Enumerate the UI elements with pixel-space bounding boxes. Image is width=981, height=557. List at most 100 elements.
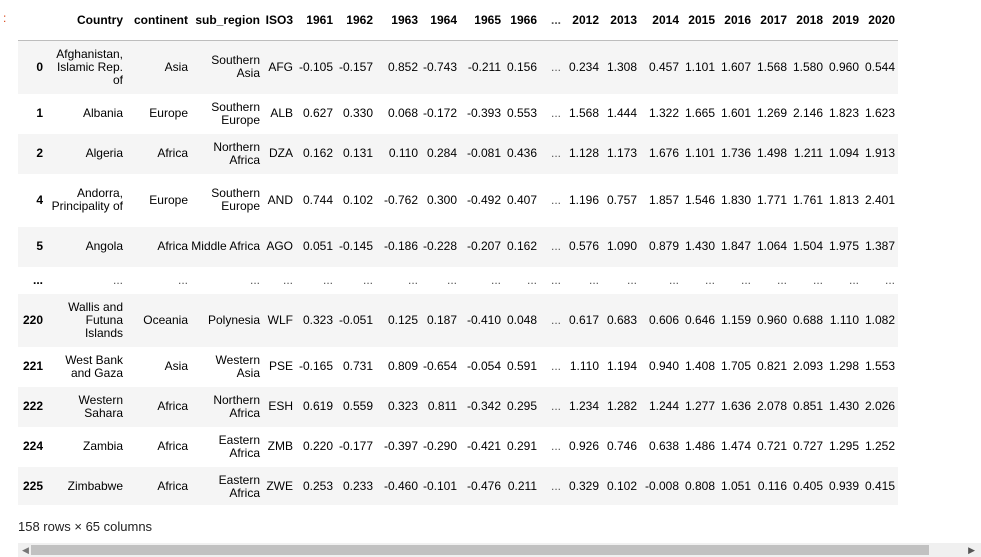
table-cell: -0.051 xyxy=(336,294,376,347)
table-cell: 0.638 xyxy=(640,427,682,467)
table-cell: ... xyxy=(460,267,504,294)
column-header: 2015 xyxy=(682,0,718,41)
table-cell: 1.282 xyxy=(602,387,640,427)
table-cell: Northern Africa xyxy=(191,134,263,174)
table-cell: 1.813 xyxy=(826,174,862,227)
table-cell: 1.211 xyxy=(790,134,826,174)
table-cell: 1.847 xyxy=(718,227,754,267)
table-cell: 1.761 xyxy=(790,174,826,227)
horizontal-scrollbar[interactable]: ◀ ▶ xyxy=(18,543,981,557)
table-cell: ESH xyxy=(263,387,296,427)
table-cell: 0.233 xyxy=(336,467,376,506)
row-index: 1 xyxy=(18,94,46,134)
table-cell: 0.746 xyxy=(602,427,640,467)
table-cell: 1.101 xyxy=(682,41,718,94)
table-row: 225 Zimbabwe Africa Eastern Africa ZWE 0.253 0… xyxy=(18,467,898,506)
table-cell: 0.851 xyxy=(790,387,826,427)
table-cell: 1.194 xyxy=(602,347,640,387)
table-cell: Algeria xyxy=(46,134,126,174)
table-cell: ZMB xyxy=(263,427,296,467)
table-cell: Eastern Africa xyxy=(191,467,263,506)
table-cell: PSE xyxy=(263,347,296,387)
table-cell: AGO xyxy=(263,227,296,267)
table-cell: -0.008 xyxy=(640,467,682,506)
scroll-left-icon[interactable]: ◀ xyxy=(22,545,29,556)
header-row: Country continent sub_region ISO3 1961 1962 19… xyxy=(18,0,898,41)
row-index: 222 xyxy=(18,387,46,427)
table-cell: 0.544 xyxy=(862,41,898,94)
table-cell: 0.808 xyxy=(682,467,718,506)
table-cell: 0.559 xyxy=(336,387,376,427)
table-cell: -0.476 xyxy=(460,467,504,506)
table-cell: 0.744 xyxy=(296,174,336,227)
table-cell: 0.156 xyxy=(504,41,540,94)
table-cell: ... xyxy=(540,267,564,294)
table-cell: 1.277 xyxy=(682,387,718,427)
table-cell: ... xyxy=(126,267,191,294)
table-row: ........................................… xyxy=(18,267,898,294)
table-row: 4 Andorra, Principality of Europe Southern … xyxy=(18,174,898,227)
table-cell: 1.298 xyxy=(826,347,862,387)
table-cell: -0.172 xyxy=(421,94,460,134)
table-cell: -0.177 xyxy=(336,427,376,467)
table-cell: 0.051 xyxy=(296,227,336,267)
table-cell: Northern Africa xyxy=(191,387,263,427)
column-header: 2017 xyxy=(754,0,790,41)
row-index: 221 xyxy=(18,347,46,387)
table-cell: ... xyxy=(640,267,682,294)
table-cell: 1.051 xyxy=(718,467,754,506)
column-header: 1965 xyxy=(460,0,504,41)
column-header: 2018 xyxy=(790,0,826,41)
table-cell: Southern Europe xyxy=(191,94,263,134)
table-cell: Oceania xyxy=(126,294,191,347)
table-cell: -0.228 xyxy=(421,227,460,267)
table-cell: 1.665 xyxy=(682,94,718,134)
table-row: 222 Western Sahara Africa Northern Africa ES… xyxy=(18,387,898,427)
table-cell: -0.654 xyxy=(421,347,460,387)
table-cell: 1.498 xyxy=(754,134,790,174)
table-cell: 0.407 xyxy=(504,174,540,227)
table-cell: Southern Europe xyxy=(191,174,263,227)
column-header: Country xyxy=(46,0,126,41)
table-cell: ... xyxy=(540,41,564,94)
table-cell: 1.322 xyxy=(640,94,682,134)
row-index: 225 xyxy=(18,467,46,506)
column-header: sub_region xyxy=(191,0,263,41)
table-cell: 1.857 xyxy=(640,174,682,227)
column-header: 1961 xyxy=(296,0,336,41)
dataframe-table: Country continent sub_region ISO3 1961 1962 19… xyxy=(18,0,898,505)
table-cell: 0.300 xyxy=(421,174,460,227)
table-cell: 0.131 xyxy=(336,134,376,174)
table-cell: Andorra, Principality of xyxy=(46,174,126,227)
row-index: 0 xyxy=(18,41,46,94)
table-row: 2 Algeria Africa Northern Africa DZA 0.162 0.1… xyxy=(18,134,898,174)
table-cell: ... xyxy=(540,294,564,347)
table-cell: Polynesia xyxy=(191,294,263,347)
column-header: 2016 xyxy=(718,0,754,41)
table-cell: 1.607 xyxy=(718,41,754,94)
table-cell: AND xyxy=(263,174,296,227)
table-cell: 1.705 xyxy=(718,347,754,387)
table-cell: 2.093 xyxy=(790,347,826,387)
table-cell: Africa xyxy=(126,467,191,506)
table-cell: 1.444 xyxy=(602,94,640,134)
table-cell: AFG xyxy=(263,41,296,94)
scrollbar-thumb[interactable] xyxy=(31,545,929,555)
table-cell: 0.295 xyxy=(504,387,540,427)
table-cell: 2.026 xyxy=(862,387,898,427)
table-cell: -0.207 xyxy=(460,227,504,267)
table-cell: 0.330 xyxy=(336,94,376,134)
table-cell: Africa xyxy=(126,387,191,427)
table-cell: ... xyxy=(191,267,263,294)
table-cell: 1.308 xyxy=(602,41,640,94)
table-cell: West Bank and Gaza xyxy=(46,347,126,387)
scroll-right-icon[interactable]: ▶ xyxy=(968,545,975,556)
table-cell: 1.474 xyxy=(718,427,754,467)
table-cell: 1.546 xyxy=(682,174,718,227)
table-cell: 0.627 xyxy=(296,94,336,134)
table-cell: 0.187 xyxy=(421,294,460,347)
table-cell: 0.619 xyxy=(296,387,336,427)
table-row: 1 Albania Europe Southern Europe ALB 0.627 0.3… xyxy=(18,94,898,134)
table-cell: -0.743 xyxy=(421,41,460,94)
table-cell: 2.078 xyxy=(754,387,790,427)
